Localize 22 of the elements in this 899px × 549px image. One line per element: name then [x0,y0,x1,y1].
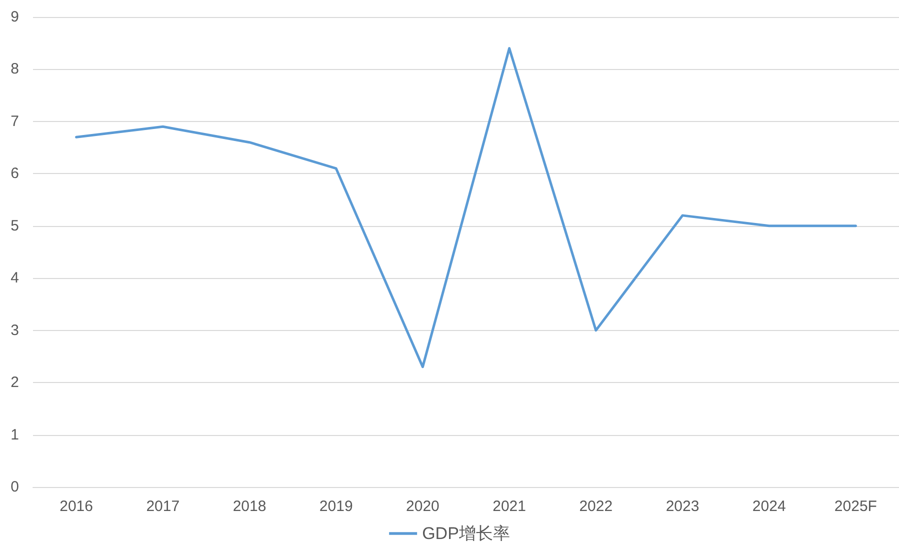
x-tick-label: 2024 [752,498,786,515]
y-tick-label: 6 [10,165,19,182]
x-tick-label: 2023 [666,498,700,515]
y-tick-label: 2 [10,374,19,392]
y-tick-label: 0 [10,478,19,496]
y-tick-label: 5 [10,217,19,234]
x-tick-label: 2025F [834,498,877,515]
y-tick-label: 7 [10,112,19,130]
y-tick-label: 9 [10,8,19,26]
y-tick-label: 8 [10,60,19,78]
x-tick-label: 2021 [492,498,526,515]
legend-label: GDP增长率 [422,524,510,543]
y-tick-label: 4 [10,270,19,287]
line-series [75,47,857,368]
y-tick-label: 3 [10,322,19,339]
x-tick-label: 2016 [60,498,93,515]
x-tick-label: 2017 [146,498,180,515]
x-tick-label: 2018 [232,498,266,515]
y-tick-label: 1 [10,426,19,444]
x-tick-label: 2019 [319,498,353,515]
x-tick-label: 2022 [579,498,613,515]
x-tick-label: 2020 [406,498,440,515]
